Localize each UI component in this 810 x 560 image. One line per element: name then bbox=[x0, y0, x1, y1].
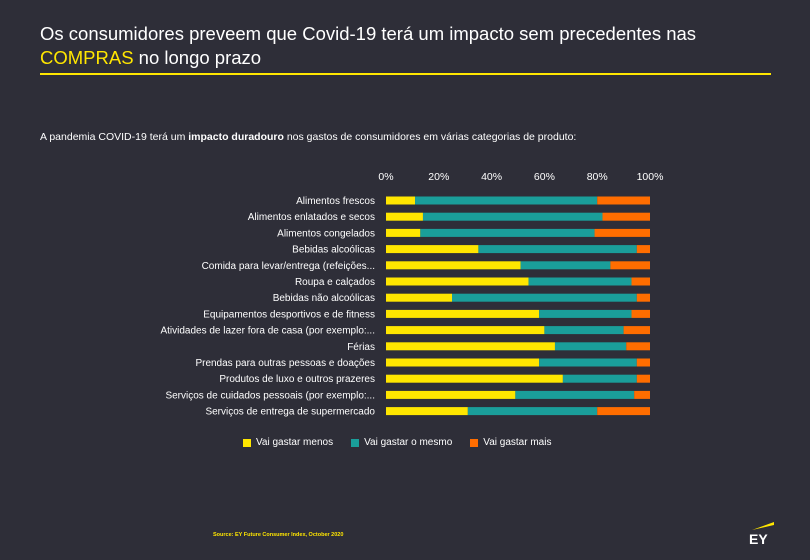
category-label: Comida para levar/entrega (refeições... bbox=[202, 261, 375, 272]
bar-segment bbox=[562, 374, 637, 383]
bar-segment bbox=[420, 228, 595, 237]
bar-segment bbox=[597, 196, 650, 205]
bar-segment bbox=[539, 358, 637, 367]
bar-segment bbox=[386, 196, 416, 205]
bar-segment bbox=[452, 293, 637, 302]
x-tick-label: 0% bbox=[378, 171, 393, 183]
legend-item-menos: Vai gastar menos bbox=[243, 437, 333, 448]
bar-segment bbox=[597, 407, 650, 416]
chart-legend: Vai gastar menos Vai gastar o mesmo Vai … bbox=[243, 437, 551, 448]
ey-logo: EY bbox=[749, 522, 774, 545]
bar-segment bbox=[386, 293, 452, 302]
bar-segment bbox=[610, 261, 650, 270]
category-label: Alimentos frescos bbox=[296, 196, 375, 207]
x-tick-label: 60% bbox=[534, 171, 555, 183]
category-label: Bebidas alcoólicas bbox=[292, 245, 375, 256]
category-label: Alimentos congelados bbox=[277, 228, 375, 239]
slide-title: Os consumidores preveem que Covid-19 ter… bbox=[40, 22, 780, 70]
subtitle-post: nos gastos de consumidores em várias cat… bbox=[283, 131, 577, 143]
legend-label-menos: Vai gastar menos bbox=[256, 437, 334, 448]
bar-segment bbox=[386, 374, 563, 383]
x-tick-label: 100% bbox=[637, 171, 664, 183]
bar-segment bbox=[636, 358, 650, 367]
bar-segment bbox=[467, 407, 598, 416]
category-label: Serviços de cuidados pessoais (por exemp… bbox=[165, 390, 375, 401]
legend-label-mais: Vai gastar mais bbox=[483, 437, 552, 448]
category-label: Atividades de lazer fora de casa (por ex… bbox=[160, 326, 375, 337]
x-tick-label: 80% bbox=[587, 171, 608, 183]
chart-subtitle: A pandemia COVID-19 terá um impacto dura… bbox=[40, 131, 780, 143]
bar-segment bbox=[386, 277, 529, 286]
bar-segment bbox=[386, 407, 468, 416]
bar-segment bbox=[636, 374, 650, 383]
title-part2: no longo prazo bbox=[133, 47, 262, 68]
bar-segment bbox=[386, 212, 423, 221]
category-label: Alimentos enlatados e secos bbox=[248, 212, 375, 223]
category-label: Roupa e calçados bbox=[295, 277, 375, 288]
bar-segment bbox=[386, 309, 540, 318]
legend-item-mais: Vai gastar mais bbox=[470, 437, 551, 448]
x-tick-label: 20% bbox=[428, 171, 449, 183]
bar-segment bbox=[602, 212, 650, 221]
bar-segment bbox=[539, 309, 632, 318]
category-label: Produtos de luxo e outros prazeres bbox=[219, 374, 375, 385]
bar-segment bbox=[386, 261, 521, 270]
title-underline bbox=[40, 73, 771, 75]
title-highlight: COMPRAS bbox=[40, 47, 134, 68]
bar-segment bbox=[631, 277, 650, 286]
category-label: Serviços de entrega de supermercado bbox=[205, 407, 375, 418]
bar-segment bbox=[634, 390, 650, 399]
bar-segment bbox=[386, 228, 421, 237]
bar-segment bbox=[544, 326, 624, 335]
category-label: Equipamentos desportivos e de fitness bbox=[203, 309, 375, 320]
legend-swatch-menos bbox=[243, 438, 251, 447]
bar-segment bbox=[386, 342, 555, 351]
subtitle-pre: A pandemia COVID-19 terá um bbox=[40, 131, 189, 143]
ey-logo-text: EY bbox=[749, 531, 768, 545]
title-part1: Os consumidores preveem que Covid-19 ter… bbox=[40, 23, 697, 44]
bar-segment bbox=[415, 196, 598, 205]
category-label: Bebidas não alcoólicas bbox=[273, 293, 375, 304]
bar-segment bbox=[478, 245, 637, 254]
bar-segment bbox=[386, 326, 545, 335]
legend-swatch-mesmo bbox=[351, 438, 360, 447]
bar-segment bbox=[554, 342, 627, 351]
subtitle-bold: impacto duradouro bbox=[188, 131, 284, 143]
bar-segment bbox=[386, 245, 479, 254]
bar-segment bbox=[386, 358, 540, 367]
bar-segment bbox=[594, 228, 650, 237]
x-tick-label: 40% bbox=[481, 171, 502, 183]
bar-segment bbox=[631, 309, 650, 318]
legend-item-mesmo: Vai gastar o mesmo bbox=[351, 437, 452, 448]
bar-segment bbox=[626, 342, 650, 351]
bar-segment bbox=[528, 277, 632, 286]
bar-segment bbox=[623, 326, 650, 335]
source-note: Source: EY Future Consumer Index, Octobe… bbox=[213, 532, 344, 538]
bar-segment bbox=[520, 261, 611, 270]
bar-segment bbox=[636, 245, 650, 254]
category-label: Prendas para outras pessoas e doações bbox=[195, 358, 375, 369]
bar-segment bbox=[386, 390, 516, 399]
bar-segment bbox=[422, 212, 603, 221]
category-label: Férias bbox=[347, 342, 375, 353]
bar-segment bbox=[515, 390, 635, 399]
legend-label-mesmo: Vai gastar o mesmo bbox=[364, 437, 453, 448]
legend-swatch-mais bbox=[470, 438, 479, 447]
bar-segment bbox=[636, 293, 650, 302]
